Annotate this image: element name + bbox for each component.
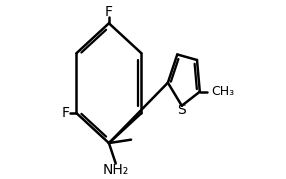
Text: F: F xyxy=(105,5,113,19)
Text: F: F xyxy=(61,106,69,120)
Text: S: S xyxy=(177,103,186,117)
Text: NH₂: NH₂ xyxy=(103,163,129,177)
Text: CH₃: CH₃ xyxy=(211,85,234,98)
